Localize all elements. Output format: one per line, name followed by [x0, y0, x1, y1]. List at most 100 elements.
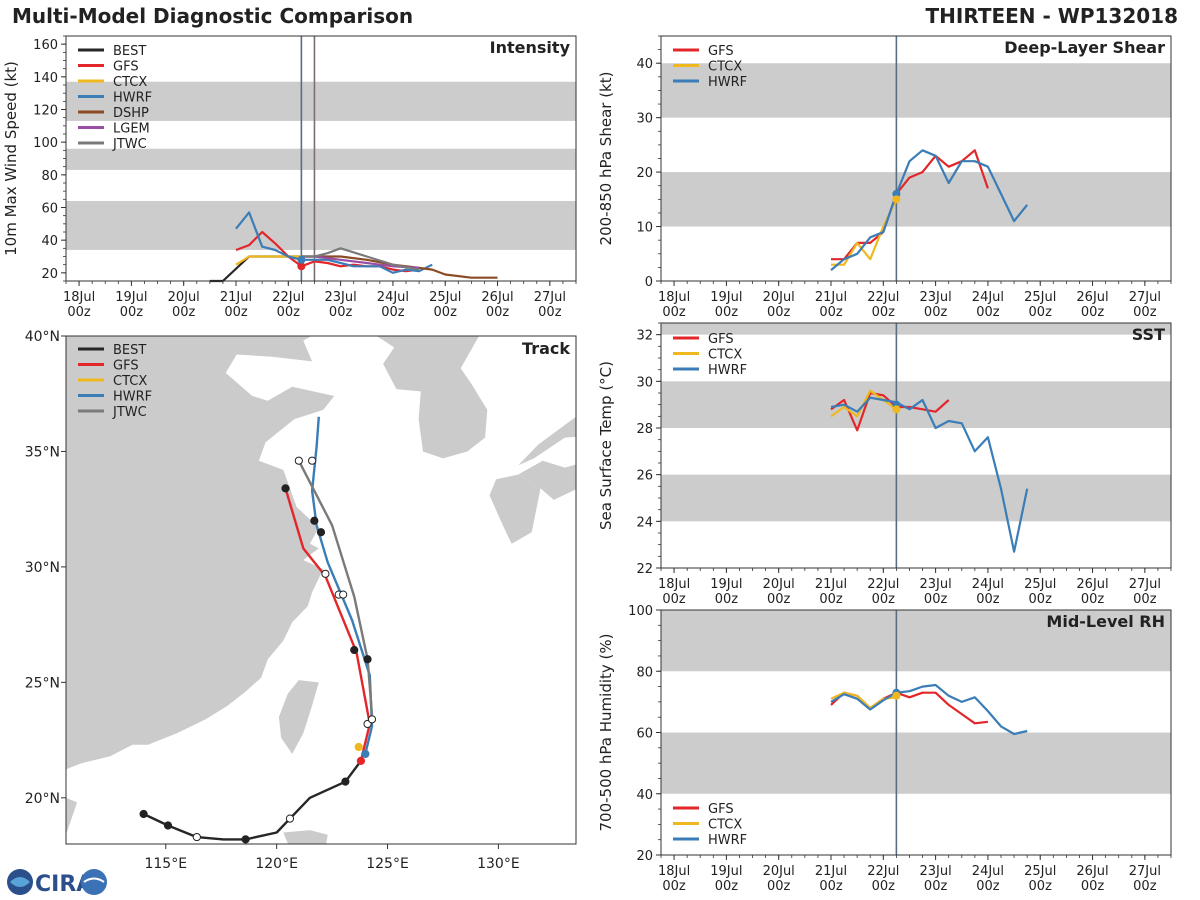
korea-peninsula — [376, 336, 488, 459]
rh-band — [661, 610, 1171, 672]
intensity-xtick-hour: 00z — [329, 305, 353, 320]
intensity-title: Intensity — [490, 38, 571, 57]
track-ytick-label: 30°N — [25, 560, 60, 576]
intensity-series-jtwc — [301, 247, 420, 271]
track-marker — [285, 814, 295, 823]
sst-ytick-label: 24 — [636, 515, 653, 530]
intensity-band — [66, 148, 576, 170]
luzon-north — [283, 830, 328, 844]
intensity-legend-gfs: GFS — [113, 60, 139, 75]
rh-xtick-day: 20Jul — [763, 864, 795, 879]
hainan — [66, 797, 78, 835]
rh-xtick-day: 23Jul — [919, 864, 951, 879]
panel-intensity: 2040608010012014016018Jul00z19Jul00z20Ju… — [2, 35, 577, 320]
rh-xtick-day: 21Jul — [815, 864, 847, 879]
sst-ytick-label: 30 — [636, 375, 653, 390]
intensity-xtick-day: 23Jul — [324, 290, 356, 305]
intensity-xtick-hour: 00z — [381, 305, 405, 320]
shear-xtick-day: 20Jul — [763, 290, 795, 305]
taiwan — [278, 680, 319, 754]
shear-xtick-day: 19Jul — [710, 290, 742, 305]
rh-xtick-day: 26Jul — [1076, 864, 1108, 879]
intensity-xtick-day: 24Jul — [377, 290, 409, 305]
track-legend-ctcx: CTCX — [113, 374, 147, 389]
shear-band — [661, 172, 1171, 227]
panel-sst: 22242628303218Jul00z19Jul00z20Jul00z21Ju… — [597, 322, 1172, 607]
sst-ytick-label: 26 — [636, 469, 653, 484]
intensity-legend-ctcx: CTCX — [113, 75, 147, 90]
intensity-xtick-hour: 00z — [224, 305, 248, 320]
track-marker — [308, 456, 317, 465]
sst-xtick-hour: 00z — [1133, 592, 1157, 607]
shear-legend-ctcx: CTCX — [708, 60, 742, 75]
shear-legend-hwrf: HWRF — [708, 75, 747, 90]
intensity-xtick-hour: 00z — [277, 305, 301, 320]
cira-logo: CIRA — [7, 869, 107, 897]
track-xtick-label: 120°E — [255, 856, 298, 872]
intensity-legend-lgem: LGEM — [113, 122, 150, 137]
intensity-ytick-label: 80 — [41, 169, 58, 184]
shear-series-hwrf — [830, 149, 1029, 271]
shear-ytick-label: 10 — [636, 221, 653, 236]
rh-xtick-day: 22Jul — [867, 864, 899, 879]
rh-legend-gfs: GFS — [708, 802, 734, 817]
sst-frame — [660, 322, 1172, 569]
intensity-xtick-hour: 00z — [67, 305, 91, 320]
sst-xtick-hour: 00z — [1029, 592, 1053, 607]
sst-band — [661, 474, 1171, 522]
intensity-xtick-hour: 00z — [538, 305, 562, 320]
rh-ytick-label: 40 — [636, 788, 653, 803]
shear-series-ctcx — [831, 198, 898, 266]
sst-ytick-label: 28 — [636, 422, 653, 437]
sst-xtick-day: 25Jul — [1024, 577, 1056, 592]
rh-xtick-hour: 00z — [1029, 879, 1053, 894]
rh-ytick-label: 20 — [636, 849, 653, 864]
intensity-band — [66, 200, 576, 250]
intensity-marker-gfs — [297, 262, 306, 271]
rh-xtick-day: 19Jul — [710, 864, 742, 879]
intensity-ylabel: 10m Max Wind Speed (kt) — [2, 61, 20, 256]
sst-ytick-label: 32 — [636, 329, 653, 344]
sst-xtick-day: 24Jul — [972, 577, 1004, 592]
track-xtick-label: 130°E — [477, 856, 520, 872]
intensity-series-hwrf — [235, 211, 433, 274]
shear-xtick-hour: 00z — [976, 305, 1000, 320]
intensity-xtick-hour: 00z — [434, 305, 458, 320]
rh-xtick-hour: 00z — [662, 879, 686, 894]
sst-xtick-hour: 00z — [819, 592, 843, 607]
shear-xtick-hour: 00z — [819, 305, 843, 320]
intensity-legend-best: BEST — [113, 44, 146, 59]
shear-xtick-hour: 00z — [662, 305, 686, 320]
track-marker — [350, 645, 359, 655]
track-marker — [316, 528, 326, 537]
intensity-xtick-day: 18Jul — [63, 290, 95, 305]
shear-ylabel: 200-850 hPa Shear (kt) — [597, 72, 615, 246]
intensity-ytick-label: 100 — [33, 136, 58, 151]
shear-xtick-day: 25Jul — [1024, 290, 1056, 305]
sst-xtick-day: 26Jul — [1076, 577, 1108, 592]
shear-xtick-hour: 00z — [715, 305, 739, 320]
shear-xtick-hour: 00z — [1081, 305, 1105, 320]
sst-ylabel: Sea Surface Temp (°C) — [597, 361, 615, 530]
track-marker — [341, 777, 350, 786]
track-xtick-label: 125°E — [366, 856, 409, 872]
intensity-xtick-day: 20Jul — [168, 290, 200, 305]
rh-xtick-hour: 00z — [819, 879, 843, 894]
track-marker — [310, 516, 319, 525]
track-land — [66, 336, 576, 844]
shear-xtick-day: 18Jul — [658, 290, 690, 305]
intensity-ytick-label: 60 — [41, 202, 58, 217]
sst-xtick-hour: 00z — [976, 592, 1000, 607]
intensity-xtick-hour: 00z — [172, 305, 196, 320]
track-series-best — [143, 760, 362, 841]
rh-legend-hwrf: HWRF — [708, 833, 747, 848]
shear-xtick-hour: 00z — [872, 305, 896, 320]
track-series-gfs — [284, 488, 371, 762]
track-legend-hwrf: HWRF — [113, 390, 152, 405]
sst-xtick-hour: 00z — [767, 592, 791, 607]
track-ytick-label: 20°N — [25, 791, 60, 807]
track-marker — [367, 715, 377, 724]
rh-series-hwrf — [830, 683, 1028, 736]
rh-ylabel: 700-500 hPa Humidity (%) — [597, 633, 615, 831]
shear-xtick-day: 21Jul — [815, 290, 847, 305]
